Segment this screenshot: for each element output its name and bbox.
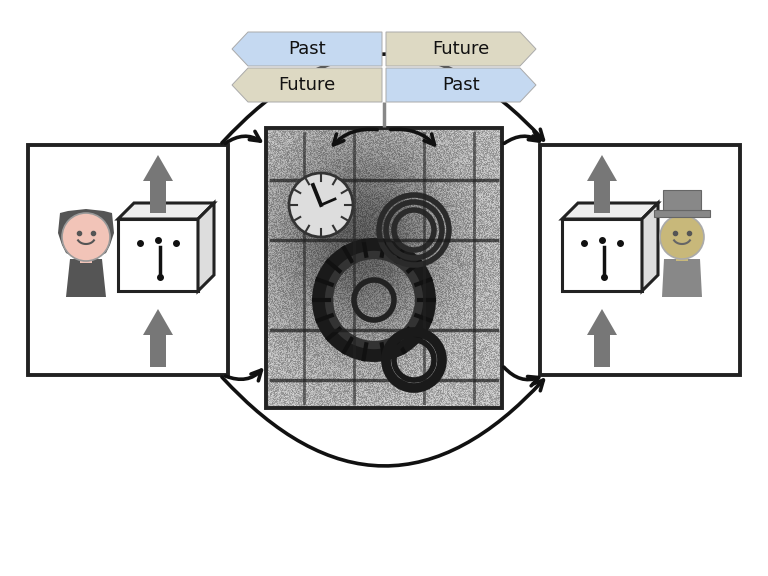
Text: Future: Future: [432, 40, 490, 58]
Circle shape: [660, 215, 704, 259]
FancyBboxPatch shape: [594, 181, 610, 213]
Polygon shape: [232, 32, 382, 66]
Text: Future: Future: [278, 76, 336, 94]
Circle shape: [62, 213, 110, 261]
FancyBboxPatch shape: [28, 145, 228, 375]
Polygon shape: [118, 203, 214, 219]
Polygon shape: [198, 203, 214, 291]
Circle shape: [289, 173, 353, 237]
FancyBboxPatch shape: [150, 335, 166, 367]
Polygon shape: [143, 309, 173, 335]
FancyBboxPatch shape: [676, 251, 688, 261]
FancyBboxPatch shape: [594, 335, 610, 367]
Polygon shape: [232, 68, 382, 102]
Polygon shape: [66, 259, 106, 297]
Text: Past: Past: [288, 40, 326, 58]
FancyBboxPatch shape: [562, 219, 642, 291]
Polygon shape: [587, 309, 617, 335]
FancyBboxPatch shape: [118, 219, 198, 291]
Polygon shape: [662, 259, 702, 297]
Polygon shape: [386, 68, 536, 102]
Polygon shape: [143, 155, 173, 181]
Polygon shape: [587, 155, 617, 181]
Polygon shape: [58, 209, 114, 259]
FancyBboxPatch shape: [80, 253, 92, 263]
FancyBboxPatch shape: [540, 145, 740, 375]
Circle shape: [65, 216, 107, 258]
FancyBboxPatch shape: [663, 190, 701, 210]
FancyBboxPatch shape: [654, 210, 710, 217]
FancyBboxPatch shape: [150, 181, 166, 213]
Polygon shape: [642, 203, 658, 291]
Polygon shape: [562, 203, 658, 219]
Polygon shape: [386, 32, 536, 66]
Text: Past: Past: [442, 76, 480, 94]
